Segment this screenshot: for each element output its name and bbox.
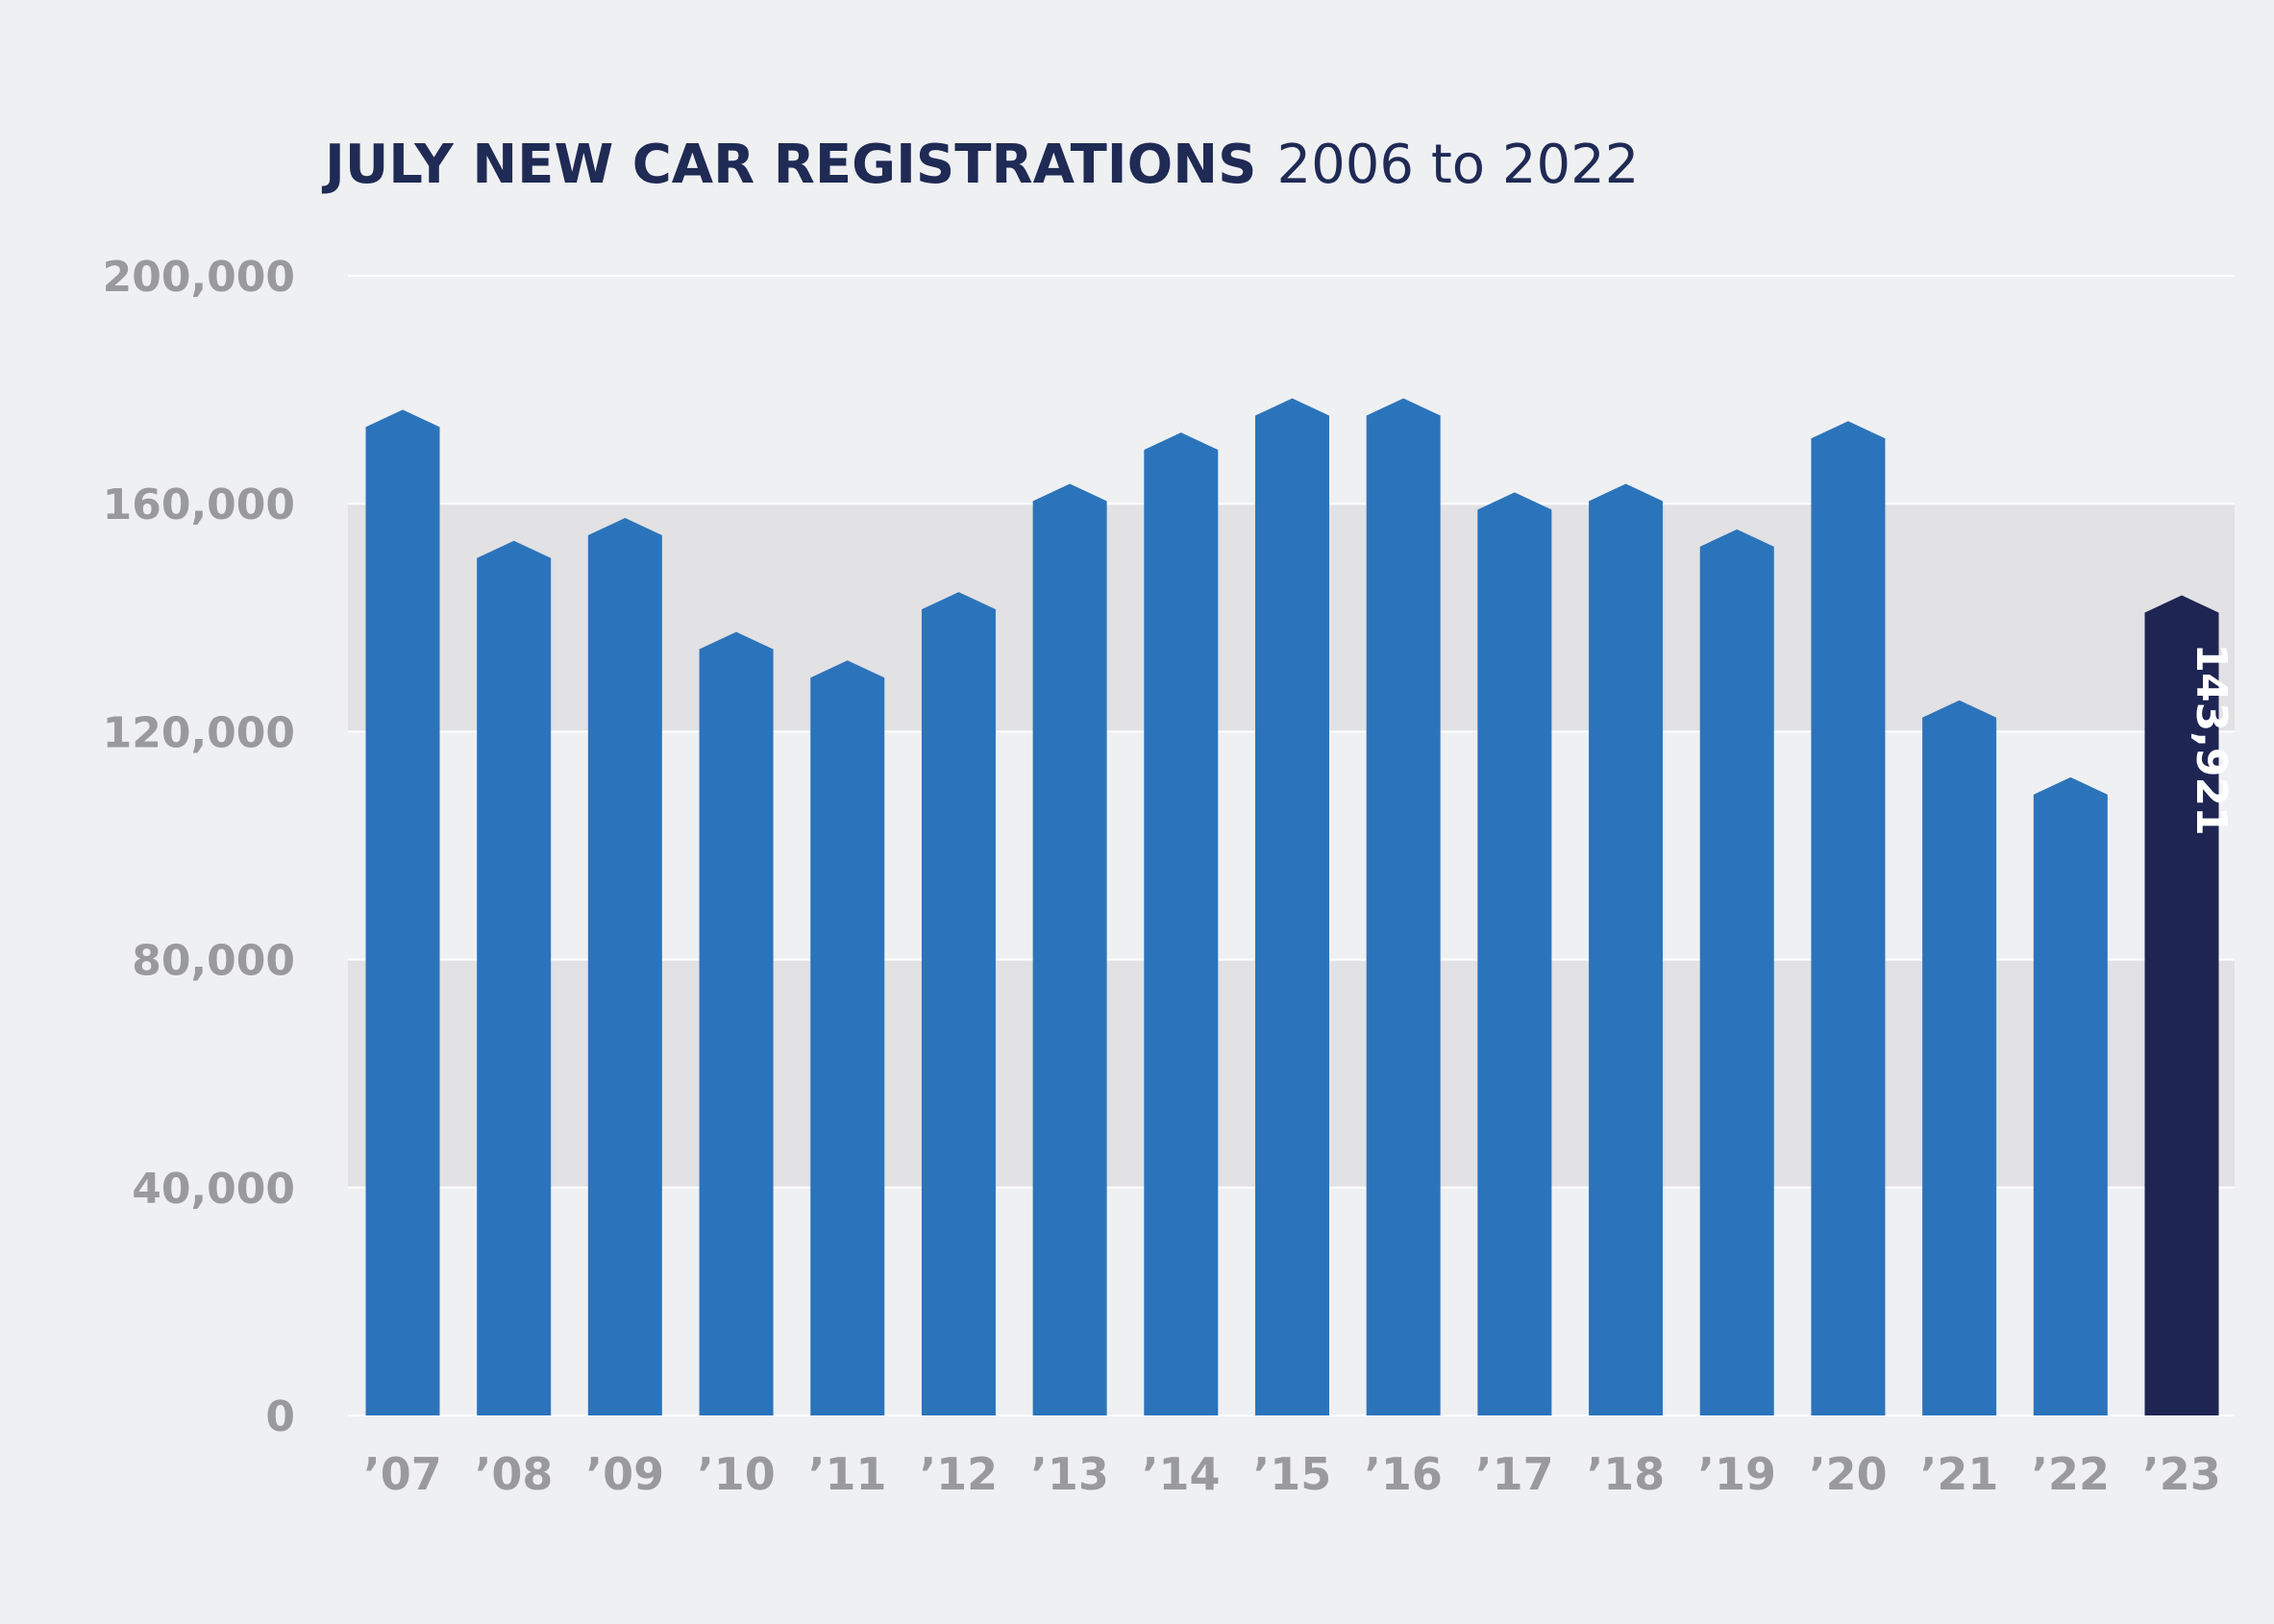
bar-3 <box>699 631 774 1415</box>
bar-1 <box>477 540 552 1415</box>
bar-14 <box>1922 700 1997 1415</box>
bar-13 <box>1811 421 1886 1416</box>
highlight-value-label: 143,921 <box>2187 643 2236 835</box>
bar-2 <box>587 518 662 1415</box>
y-tick-label: 120,000 <box>103 708 295 757</box>
x-tick-label: ’09 <box>586 1448 665 1500</box>
x-tick-label: ’16 <box>1364 1448 1443 1500</box>
bar-8 <box>1255 398 1329 1415</box>
x-tick-label: ’11 <box>808 1448 887 1500</box>
chart-title-main: JULY NEW CAR REGISTRATIONS <box>321 134 1256 196</box>
bar-9 <box>1366 398 1441 1415</box>
y-tick-label: 80,000 <box>132 937 295 986</box>
data-labels: 143,921 <box>2187 643 2236 835</box>
y-tick-label: 160,000 <box>103 480 295 529</box>
bar-5 <box>921 592 996 1415</box>
x-tick-label: ’19 <box>1698 1448 1777 1500</box>
x-axis: ’07 ’08 ’09 ’10 ’11 ’12 ’13 ’14 ’15 ’16 ’17 ’18 ’19 ’… <box>363 1448 2221 1500</box>
x-tick-label: ’10 <box>697 1448 776 1500</box>
y-axis: 0 40,000 80,000 120,000 160,000 200,000 <box>103 253 295 1441</box>
bars <box>365 398 2219 1416</box>
bar-0 <box>365 409 440 1416</box>
x-tick-label: ’14 <box>1142 1448 1221 1500</box>
bar-12 <box>1699 529 1774 1415</box>
x-tick-label: ’12 <box>920 1448 999 1500</box>
bar-10 <box>1477 492 1552 1415</box>
bar-7 <box>1144 432 1219 1415</box>
bar-15 <box>2033 776 2108 1415</box>
x-tick-label: ’21 <box>1920 1448 1999 1500</box>
x-tick-label: ’20 <box>1809 1448 1888 1500</box>
chart-title: JULY NEW CAR REGISTRATIONS 2006 to 2022 <box>321 134 1639 196</box>
bar-11 <box>1589 483 1664 1415</box>
x-tick-label: ’07 <box>363 1448 442 1500</box>
y-tick-label: 0 <box>265 1392 295 1441</box>
x-tick-label: ’23 <box>2142 1448 2221 1500</box>
x-tick-label: ’22 <box>2032 1448 2111 1500</box>
x-tick-label: ’15 <box>1253 1448 1332 1500</box>
bar-4 <box>810 660 885 1415</box>
x-tick-label: ’18 <box>1587 1448 1666 1500</box>
chart-title-sub: 2006 to 2022 <box>1277 134 1640 196</box>
bar-16 <box>2144 595 2219 1415</box>
x-tick-label: ’08 <box>475 1448 554 1500</box>
x-tick-label: ’17 <box>1475 1448 1554 1500</box>
x-tick-label: ’13 <box>1030 1448 1109 1500</box>
y-tick-label: 200,000 <box>103 253 295 302</box>
bar-6 <box>1032 483 1107 1415</box>
y-tick-label: 40,000 <box>132 1165 295 1214</box>
